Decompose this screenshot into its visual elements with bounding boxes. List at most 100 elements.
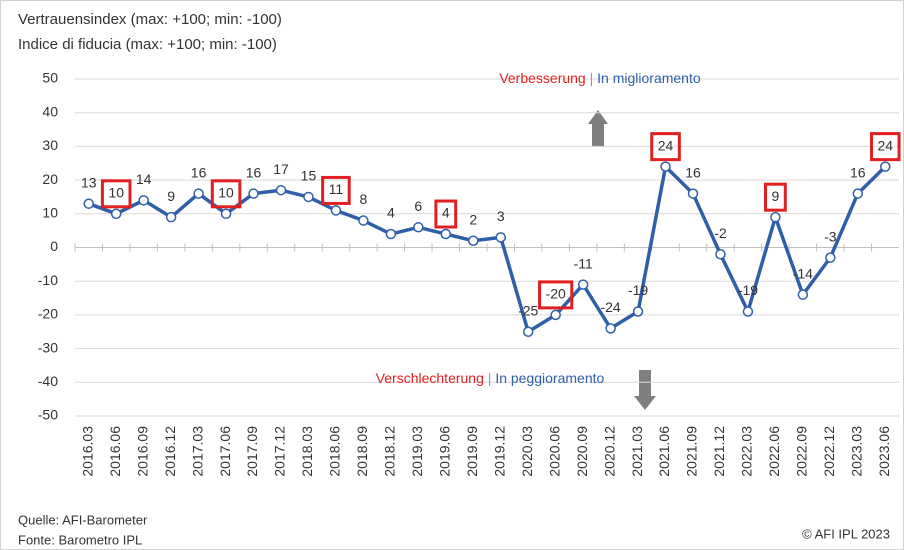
data-point <box>495 232 506 243</box>
source: Fonte: Barometro IPL <box>18 532 142 547</box>
x-tick-label: 2017.03 <box>189 426 205 477</box>
data-label: 9 <box>167 188 175 204</box>
data-point <box>193 188 204 199</box>
data-point <box>138 195 149 206</box>
data-point <box>852 188 864 199</box>
y-tick-label: -40 <box>38 373 58 389</box>
data-label: -20 <box>546 286 566 302</box>
data-point <box>330 205 342 216</box>
series-line <box>88 164 887 334</box>
annotation: Verschlechterung | In peggioramento <box>376 370 605 386</box>
annotation: Verbesserung | In miglioramento <box>499 70 701 86</box>
data-label: 16 <box>246 164 262 180</box>
x-tick-label: 2017.06 <box>217 426 233 477</box>
data-point <box>880 161 891 172</box>
annotation-part: | <box>586 70 597 86</box>
data-label: 13 <box>81 174 97 190</box>
data-point <box>522 326 534 337</box>
x-tick-label: 2018.12 <box>382 426 398 477</box>
data-label: 2 <box>469 211 477 227</box>
data-point <box>687 188 699 199</box>
y-tick-label: 0 <box>50 238 58 254</box>
y-tick-label: 10 <box>42 205 58 221</box>
x-tick-label: 2019.12 <box>491 426 507 477</box>
annotation-part: In peggioramento <box>495 370 604 386</box>
data-label: 17 <box>273 161 289 177</box>
data-point <box>605 323 616 334</box>
x-tick-label: 2023.06 <box>876 426 892 477</box>
data-label: 11 <box>329 181 344 197</box>
y-tick-label: -30 <box>38 339 58 355</box>
data-label: 10 <box>108 185 124 201</box>
data-point <box>440 228 452 240</box>
data-label: 16 <box>850 164 866 180</box>
data-point <box>275 184 287 196</box>
annotation-part: | <box>484 370 495 386</box>
chart-subtitle: Indice di fiducia (max: +100; min: -100) <box>18 36 277 53</box>
highlight-box <box>650 132 681 162</box>
y-tick-label: -10 <box>38 272 58 288</box>
data-label: 6 <box>414 198 422 214</box>
data-point <box>632 306 644 317</box>
data-label: -24 <box>600 299 620 315</box>
x-tick-label: 2021.12 <box>711 426 727 477</box>
data-point <box>165 211 177 223</box>
x-tick-label: 2019.03 <box>409 426 425 477</box>
data-point <box>770 211 781 223</box>
x-tick-label: 2021.06 <box>656 426 672 477</box>
data-point <box>660 161 671 172</box>
x-tick-label: 2021.03 <box>629 426 645 477</box>
data-label: -3 <box>824 228 837 244</box>
data-label: 15 <box>301 168 317 184</box>
x-tick-label: 2018.03 <box>299 426 315 477</box>
data-point <box>413 222 424 233</box>
x-tick-label: 2022.06 <box>766 426 782 477</box>
highlight-box <box>100 179 132 209</box>
data-point <box>797 289 809 300</box>
up-arrow <box>588 110 608 147</box>
data-point <box>742 306 754 317</box>
x-tick-label: 2022.09 <box>794 426 810 477</box>
data-label: 24 <box>658 137 674 153</box>
data-label: 16 <box>191 164 207 180</box>
x-tick-label: 2019.06 <box>437 426 453 477</box>
data-label: 9 <box>772 188 780 204</box>
copyright: © AFI IPL 2023 <box>802 526 890 541</box>
x-tick-label: 2020.09 <box>574 426 590 477</box>
x-tick-label: 2017.12 <box>272 426 288 477</box>
data-point <box>468 235 479 247</box>
highlight-box <box>434 199 458 229</box>
data-label: -19 <box>628 282 648 298</box>
down-arrow <box>634 370 656 410</box>
data-label: 14 <box>136 171 152 187</box>
data-point <box>220 208 232 220</box>
data-label: 8 <box>360 191 368 207</box>
data-label: 24 <box>877 137 893 153</box>
data-point <box>358 215 369 226</box>
data-point <box>110 208 122 220</box>
highlight-box <box>210 179 242 209</box>
data-label: 10 <box>218 185 234 201</box>
highlight-box <box>321 175 351 205</box>
highlight-box <box>538 280 574 310</box>
y-tick-label: 40 <box>42 103 58 119</box>
data-label: -25 <box>518 302 538 318</box>
data-label: 3 <box>497 208 505 224</box>
y-tick-label: -50 <box>38 407 58 423</box>
data-point <box>550 309 561 321</box>
x-tick-label: 2023.03 <box>849 426 865 477</box>
x-tick-label: 2020.06 <box>546 426 562 477</box>
annotation-part: In miglioramento <box>597 70 701 86</box>
data-point <box>303 191 314 203</box>
x-tick-label: 2018.09 <box>354 426 370 477</box>
x-tick-label: 2022.03 <box>739 426 755 477</box>
data-label: -19 <box>738 282 758 298</box>
x-tick-label: 2016.12 <box>162 426 178 477</box>
annotation-part: Verschlechterung <box>376 370 484 386</box>
y-tick-label: 50 <box>42 70 58 86</box>
data-label: 4 <box>387 205 395 221</box>
data-label: -2 <box>714 225 727 241</box>
data-point <box>83 198 94 209</box>
data-point <box>385 228 397 240</box>
